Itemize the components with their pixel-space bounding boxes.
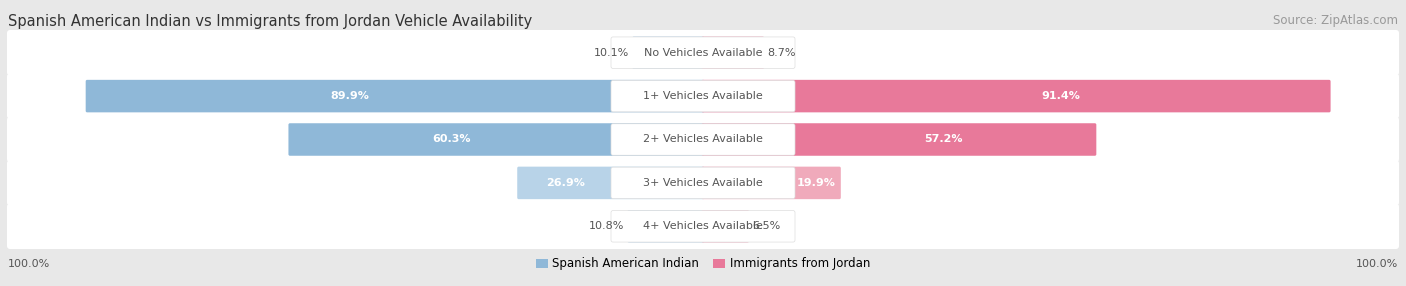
FancyBboxPatch shape [612, 124, 794, 155]
FancyBboxPatch shape [702, 123, 1097, 156]
Text: 10.8%: 10.8% [589, 221, 624, 231]
Text: 26.9%: 26.9% [547, 178, 585, 188]
FancyBboxPatch shape [702, 36, 763, 69]
FancyBboxPatch shape [517, 167, 704, 199]
Text: No Vehicles Available: No Vehicles Available [644, 48, 762, 58]
Text: 100.0%: 100.0% [8, 259, 51, 269]
FancyBboxPatch shape [702, 80, 1330, 112]
FancyBboxPatch shape [86, 80, 704, 112]
FancyBboxPatch shape [612, 37, 794, 68]
FancyBboxPatch shape [612, 210, 794, 242]
FancyBboxPatch shape [7, 30, 1399, 76]
FancyBboxPatch shape [7, 74, 1399, 119]
Text: 57.2%: 57.2% [925, 134, 963, 144]
FancyBboxPatch shape [612, 167, 794, 199]
Text: 4+ Vehicles Available: 4+ Vehicles Available [643, 221, 763, 231]
Text: 100.0%: 100.0% [1355, 259, 1398, 269]
FancyBboxPatch shape [702, 167, 841, 199]
FancyBboxPatch shape [7, 160, 1399, 206]
Legend: Spanish American Indian, Immigrants from Jordan: Spanish American Indian, Immigrants from… [536, 257, 870, 271]
FancyBboxPatch shape [612, 80, 794, 112]
FancyBboxPatch shape [702, 210, 749, 243]
Text: Spanish American Indian vs Immigrants from Jordan Vehicle Availability: Spanish American Indian vs Immigrants fr… [8, 14, 533, 29]
Text: 8.7%: 8.7% [768, 48, 796, 58]
FancyBboxPatch shape [633, 36, 704, 69]
Text: 2+ Vehicles Available: 2+ Vehicles Available [643, 134, 763, 144]
Text: 1+ Vehicles Available: 1+ Vehicles Available [643, 91, 763, 101]
FancyBboxPatch shape [7, 117, 1399, 162]
Text: 91.4%: 91.4% [1042, 91, 1080, 101]
FancyBboxPatch shape [288, 123, 704, 156]
Text: 19.9%: 19.9% [797, 178, 835, 188]
Text: 89.9%: 89.9% [330, 91, 370, 101]
FancyBboxPatch shape [7, 204, 1399, 249]
Text: 60.3%: 60.3% [432, 134, 471, 144]
Text: 10.1%: 10.1% [593, 48, 628, 58]
Text: 3+ Vehicles Available: 3+ Vehicles Available [643, 178, 763, 188]
Text: 6.5%: 6.5% [752, 221, 780, 231]
Text: Source: ZipAtlas.com: Source: ZipAtlas.com [1272, 14, 1398, 27]
FancyBboxPatch shape [627, 210, 704, 243]
